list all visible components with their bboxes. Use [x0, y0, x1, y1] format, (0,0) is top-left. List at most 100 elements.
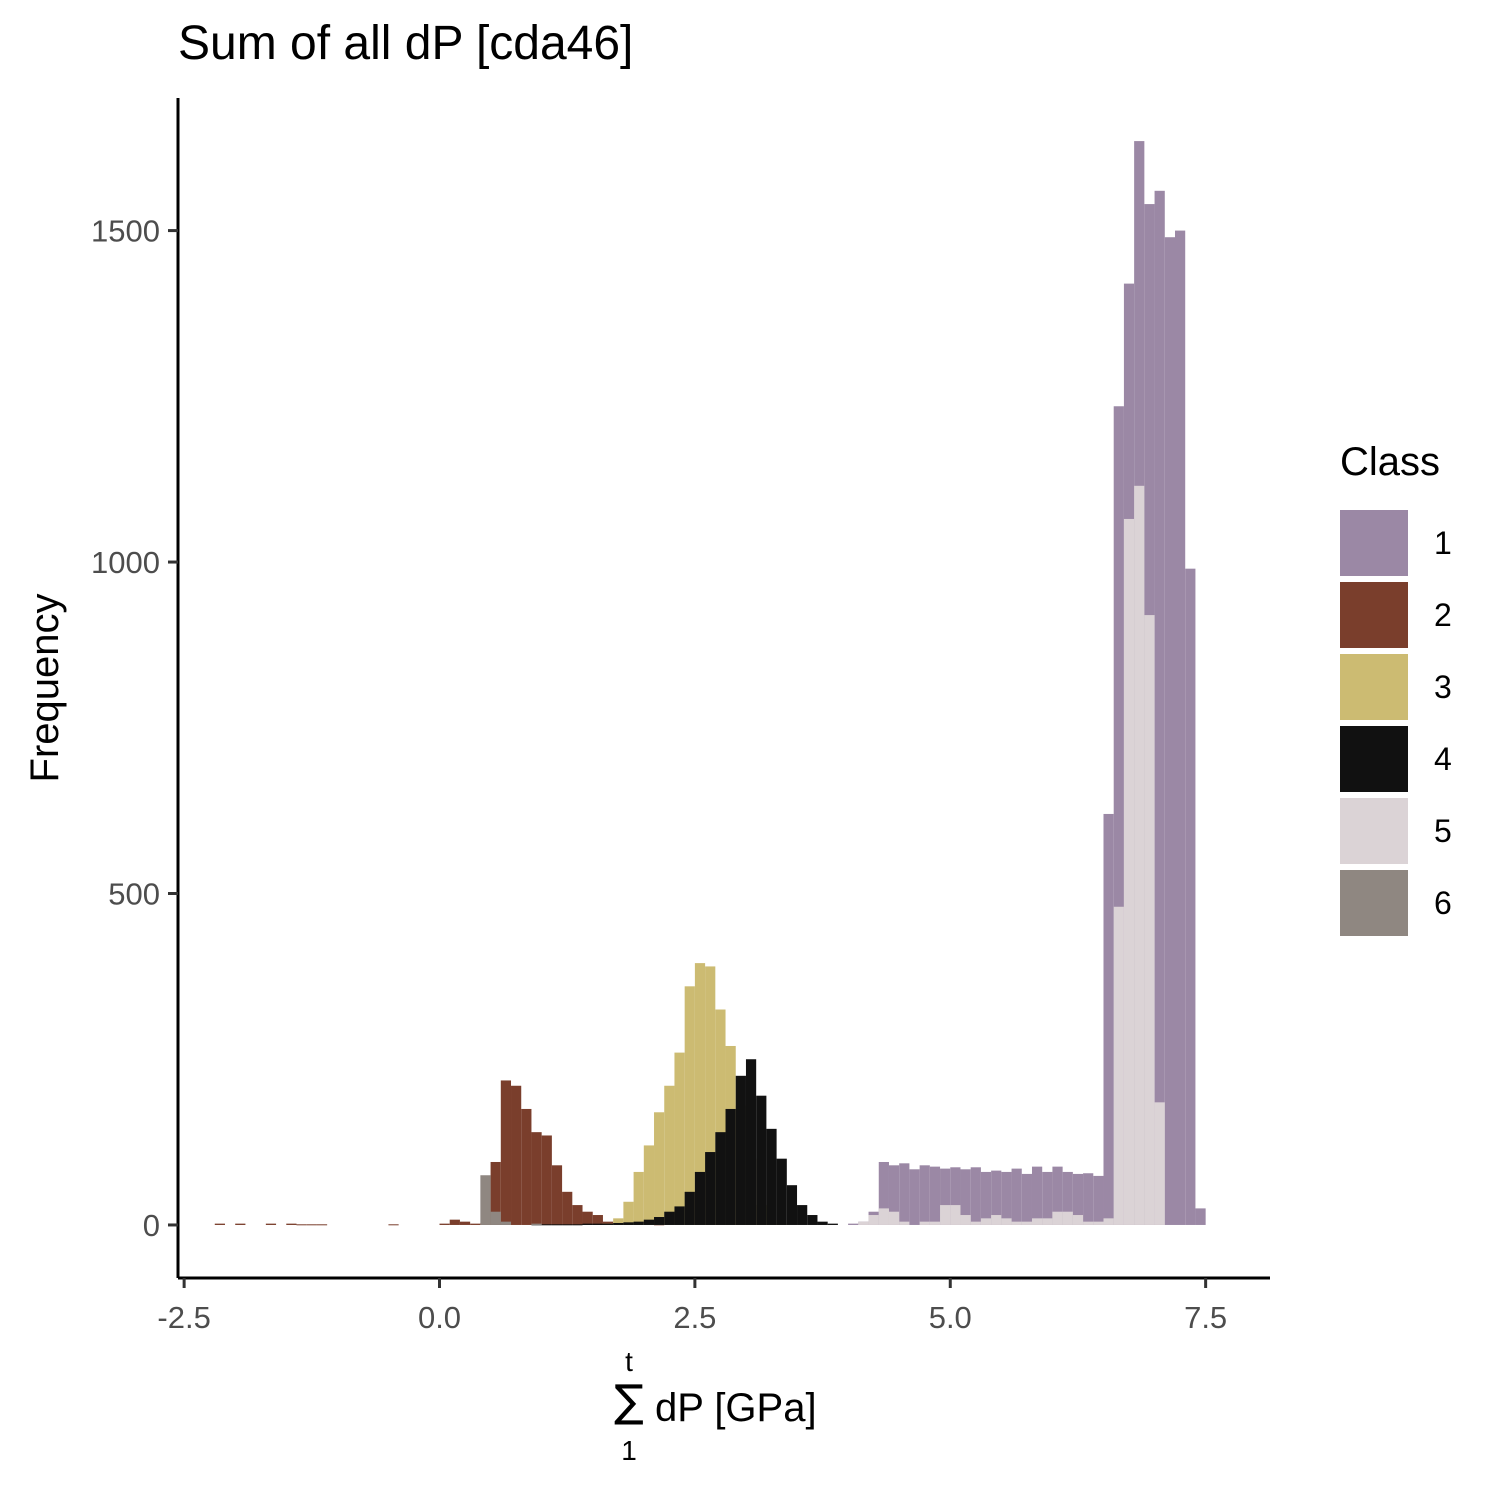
series-2: [214, 1080, 665, 1226]
bar-class-5: [878, 1208, 889, 1225]
bar-class-4: [602, 1223, 614, 1225]
sum-symbol: ∑: [614, 1376, 644, 1427]
bar-class-4: [562, 1224, 573, 1226]
series-5: [858, 485, 1165, 1225]
bar-class-1: [1001, 1171, 1012, 1225]
bar-class-5: [970, 1221, 981, 1225]
bar-class-2: [459, 1221, 471, 1225]
bar-class-2: [214, 1223, 225, 1225]
bar-class-2: [500, 1080, 512, 1225]
bar-class-5: [1093, 1221, 1104, 1225]
bar-class-4: [827, 1223, 838, 1225]
bar-class-1: [980, 1171, 992, 1225]
bar-class-2: [572, 1205, 583, 1225]
bar-class-2: [449, 1219, 460, 1225]
legend-label: 3: [1434, 668, 1452, 705]
bar-class-5: [1001, 1218, 1012, 1225]
axes-layer: 0 500 1000 1500 -2.5 0.0 2.5 5.0 7.5: [91, 98, 1270, 1335]
bar-class-2: [306, 1224, 317, 1226]
bar-class-6: [500, 1221, 512, 1225]
sum-lower-limit: 1: [621, 1435, 637, 1466]
bar-class-2: [592, 1215, 603, 1225]
legend-item-6: 6: [1340, 867, 1452, 939]
bar-class-1: [1031, 1166, 1043, 1225]
legend-label: 6: [1434, 884, 1452, 921]
bar-class-3: [674, 1052, 685, 1225]
bar-class-3: [715, 1009, 726, 1225]
bar-class-5: [929, 1221, 941, 1225]
bar-class-1: [1154, 190, 1165, 1225]
bar-class-5: [1154, 1102, 1165, 1225]
legend-label: 2: [1434, 596, 1452, 633]
legend-label: 1: [1434, 524, 1452, 561]
bar-class-5: [858, 1221, 869, 1225]
legend-item-4: 4: [1340, 723, 1452, 795]
bar-class-2: [265, 1223, 277, 1225]
bars-layer: [214, 141, 1206, 1226]
bar-class-5: [940, 1205, 951, 1225]
bar-class-1: [1113, 406, 1124, 1225]
bar-class-5: [1011, 1221, 1022, 1225]
bar-class-1: [991, 1170, 1002, 1225]
bar-class-4: [756, 1095, 767, 1225]
legend-swatch: [1340, 798, 1408, 864]
bar-class-1: [919, 1165, 930, 1225]
bar-class-4: [766, 1128, 777, 1225]
bar-class-4: [705, 1152, 716, 1225]
y-tick-label: 0: [143, 1208, 160, 1243]
bar-class-2: [551, 1165, 563, 1225]
bar-class-2: [439, 1223, 450, 1225]
bar-class-5: [1113, 906, 1124, 1225]
bar-class-1: [1174, 230, 1186, 1225]
bar-class-3: [684, 986, 695, 1225]
legend-item-3: 3: [1340, 651, 1452, 723]
bar-class-1: [1021, 1173, 1032, 1225]
x-tick-label: 2.5: [673, 1300, 716, 1335]
bar-class-4: [551, 1224, 563, 1226]
bar-class-3: [613, 1218, 624, 1225]
legend-item-5: 5: [1340, 795, 1452, 867]
series-6: [480, 1175, 542, 1225]
bar-class-6: [480, 1175, 491, 1225]
bar-class-5: [1103, 1218, 1114, 1225]
bar-class-4: [633, 1221, 644, 1225]
bar-class-1: [1083, 1173, 1094, 1225]
bar-class-4: [613, 1222, 624, 1225]
legend-items: 1 2 3 4 5 6: [1340, 507, 1452, 939]
bar-class-1: [878, 1161, 889, 1225]
legend-item-1: 1: [1340, 507, 1452, 579]
bar-class-5: [1062, 1211, 1073, 1225]
bar-class-4: [817, 1221, 828, 1225]
bar-class-5: [950, 1205, 961, 1225]
legend-swatch: [1340, 870, 1408, 936]
bar-class-2: [562, 1191, 573, 1225]
bar-class-3: [633, 1171, 644, 1225]
bar-class-5: [919, 1221, 930, 1225]
legend-label: 5: [1434, 812, 1452, 849]
bar-class-5: [1042, 1218, 1053, 1225]
bar-class-5: [1072, 1215, 1084, 1225]
bar-class-5: [1083, 1221, 1094, 1225]
series-4: [531, 1059, 838, 1226]
bar-class-5: [1021, 1221, 1032, 1225]
bar-class-3: [623, 1201, 634, 1225]
y-axis-title: Frequency: [23, 594, 67, 783]
bar-class-1: [1164, 237, 1175, 1225]
bar-class-2: [531, 1132, 542, 1225]
bar-class-5: [960, 1215, 971, 1225]
y-tick-label: 1000: [91, 545, 160, 580]
bar-class-1: [909, 1169, 920, 1225]
legend-title: Class: [1340, 440, 1441, 484]
bar-class-3: [654, 1112, 665, 1225]
bar-class-4: [735, 1075, 746, 1225]
bar-class-4: [807, 1215, 818, 1225]
bar-class-5: [1134, 485, 1145, 1225]
x-tick-label: 0.0: [418, 1300, 461, 1335]
bar-class-2: [388, 1224, 399, 1226]
bar-class-4: [664, 1211, 675, 1225]
legend-item-2: 2: [1340, 579, 1452, 651]
bar-class-5: [1144, 615, 1155, 1225]
bar-class-5: [1052, 1211, 1063, 1225]
legend-swatch: [1340, 582, 1408, 648]
